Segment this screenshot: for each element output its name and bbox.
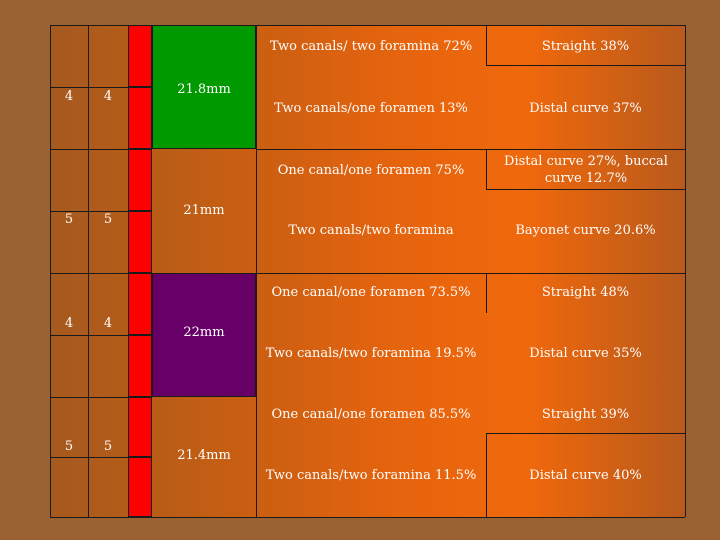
- canal-configuration: One canal/one foramen 85.5%: [271, 407, 471, 422]
- canal-configuration: Two canals/two foramina 19.5%: [265, 346, 477, 361]
- canal-curvature: Distal curve 35%: [529, 346, 642, 361]
- red-column-cell: [128, 149, 152, 211]
- canal-curvature: Distal curve 40%: [529, 468, 642, 483]
- tooth-number-col2: 4: [103, 89, 113, 104]
- length-cell-green: [152, 25, 256, 149]
- canal-curvature: Distal curve 37%: [529, 101, 642, 116]
- tooth-number-col2: 4: [103, 316, 113, 331]
- tooth-number-col2: 5: [103, 212, 113, 227]
- canal-configuration: Two canals/one foramen 13%: [274, 101, 468, 116]
- canal-curvature: Straight 48%: [541, 285, 630, 300]
- red-column-cell: [128, 457, 152, 517]
- tooth-number-col1: 4: [64, 89, 74, 104]
- red-column-cell: [128, 211, 152, 273]
- red-column-cell: [128, 397, 152, 457]
- canal-configuration: One canal/one foramen 75%: [277, 163, 465, 178]
- canal-configuration: One canal/one foramen 73.5%: [271, 285, 471, 300]
- red-column-cell: [128, 25, 152, 87]
- red-column-cell: [128, 273, 152, 335]
- canal-length: 21mm: [183, 203, 225, 218]
- tooth-number-col2: 5: [103, 439, 113, 454]
- red-column-cell: [128, 87, 152, 149]
- canal-length: 21.8mm: [177, 82, 231, 97]
- tooth-number-col1: 4: [64, 316, 74, 331]
- canal-curvature: Distal curve 27%, buccal curve 12.7%: [504, 154, 668, 186]
- canal-length: 22mm: [183, 325, 225, 340]
- tooth-number-col1: 5: [64, 212, 74, 227]
- length-cell-purple: [152, 273, 256, 397]
- canal-curvature: Straight 38%: [541, 39, 630, 54]
- canal-configuration: Two canals/ two foramina 72%: [269, 39, 473, 54]
- canal-configuration: Two canals/two foramina 11.5%: [265, 468, 477, 483]
- canal-curvature: Straight 39%: [541, 407, 630, 422]
- red-column-cell: [128, 335, 152, 397]
- canal-length: 21.4mm: [177, 448, 231, 463]
- canal-curvature: Bayonet curve 20.6%: [515, 223, 656, 238]
- canal-configuration: Two canals/two foramina: [288, 223, 454, 238]
- tooth-number-col1: 5: [64, 439, 74, 454]
